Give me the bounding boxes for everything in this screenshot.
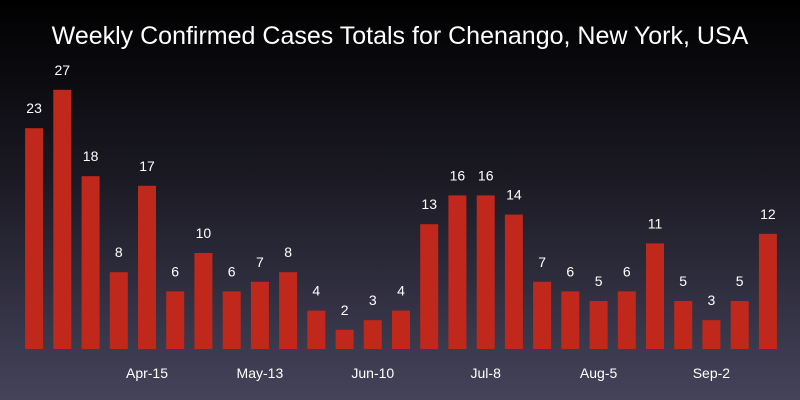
bar — [194, 253, 213, 349]
x-tick-label: May-13 — [237, 365, 284, 381]
bar — [307, 310, 326, 349]
bar — [138, 185, 156, 349]
bar — [363, 320, 382, 349]
x-tick-label: Jul-8 — [471, 365, 502, 381]
bar — [392, 310, 410, 349]
bars-group — [25, 89, 777, 350]
bar — [561, 291, 580, 349]
bar — [335, 329, 354, 349]
bar-value-label: 17 — [139, 158, 155, 174]
bar-value-label: 5 — [679, 273, 687, 289]
bar-value-label: 5 — [736, 273, 744, 289]
bar-value-label: 13 — [421, 196, 437, 212]
x-tick-label: Jun-10 — [351, 365, 394, 381]
bar — [25, 128, 44, 349]
bar-value-label: 2 — [341, 302, 349, 318]
bar-value-label: 11 — [648, 215, 663, 231]
bar-value-label: 16 — [450, 167, 466, 183]
bar — [53, 89, 72, 350]
bar — [533, 281, 552, 349]
bar — [222, 291, 241, 349]
bar-value-label: 3 — [708, 292, 716, 308]
bar-value-label: 6 — [171, 263, 179, 279]
bar-value-label: 6 — [228, 263, 236, 279]
bar — [420, 224, 439, 349]
bar-value-label: 18 — [83, 148, 99, 164]
bar — [166, 291, 185, 349]
bar — [617, 291, 636, 349]
bar — [589, 301, 608, 349]
bar-value-label: 23 — [26, 100, 42, 116]
bar — [279, 272, 298, 349]
bar — [674, 301, 693, 349]
bar — [646, 243, 664, 349]
bar-value-label: 10 — [196, 225, 212, 241]
x-tick-label: Aug-5 — [580, 365, 618, 381]
bar-value-label: 27 — [55, 62, 71, 78]
bar-value-label: 7 — [256, 254, 264, 270]
bar-value-label: 4 — [397, 283, 405, 299]
x-tick-label: Apr-15 — [126, 365, 168, 381]
bar-value-label: 6 — [566, 263, 574, 279]
bar — [250, 281, 269, 349]
bar — [758, 233, 777, 349]
bar — [81, 176, 100, 349]
bar-value-label: 12 — [760, 206, 776, 222]
bar — [702, 320, 721, 349]
bar-value-label: 8 — [115, 244, 123, 260]
x-tick-labels-group: Apr-15 May-13 Jun-10 Jul-8 Aug-5 Sep-2 — [126, 365, 730, 381]
bar-value-label: 7 — [538, 254, 546, 270]
bar-value-label: 3 — [369, 292, 377, 308]
bar — [448, 195, 467, 349]
bar — [476, 195, 495, 349]
bar — [730, 301, 749, 349]
bar-value-label: 4 — [312, 283, 320, 299]
bar — [109, 272, 128, 349]
bar-value-label: 5 — [595, 273, 603, 289]
bar-value-label: 8 — [284, 244, 292, 260]
chart-title: Weekly Confirmed Cases Totals for Chenan… — [51, 22, 749, 50]
x-tick-label: Sep-2 — [693, 365, 731, 381]
bar-value-label: 6 — [623, 263, 631, 279]
bar-value-label: 14 — [506, 187, 522, 203]
bar-value-label: 16 — [478, 167, 494, 183]
bar — [504, 214, 523, 349]
